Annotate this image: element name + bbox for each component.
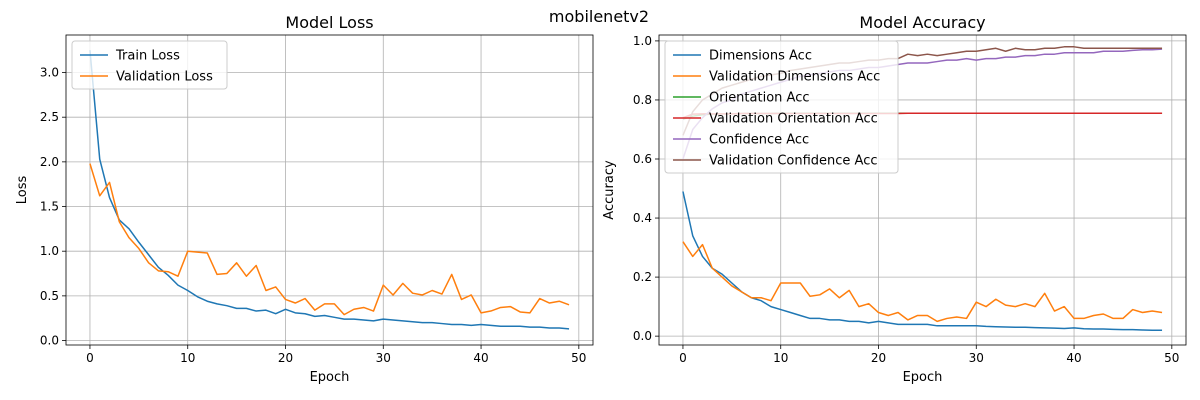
loss-chart: 0 10 20 30 40 50 0.0 0.5 1.0 1.5 2.0 2.5 3.0 Model Lo… bbox=[15, 13, 594, 385]
x-tick-label: 40 bbox=[473, 351, 488, 365]
y-tick-label: 0.8 bbox=[633, 93, 652, 107]
legend-label: Validation Orientation Acc bbox=[709, 112, 878, 127]
legend-box bbox=[664, 40, 899, 174]
y-tick-label: 2.5 bbox=[40, 110, 59, 124]
y-tick-label: 0.6 bbox=[633, 152, 652, 166]
figure-suptitle: mobilenetv2 bbox=[549, 7, 649, 26]
x-tick-label: 50 bbox=[1164, 351, 1179, 365]
x-tick-label: 10 bbox=[773, 351, 788, 365]
x-tick-label: 40 bbox=[1066, 351, 1081, 365]
legend-label: Validation Loss bbox=[116, 70, 213, 85]
y-axis-label: Accuracy bbox=[602, 160, 617, 220]
legend-label: Train Loss bbox=[115, 49, 180, 64]
y-tick-label: 3.0 bbox=[40, 66, 59, 80]
x-tick-label: 30 bbox=[376, 351, 391, 365]
y-tick-label: 0.2 bbox=[633, 270, 652, 284]
x-tick-label: 50 bbox=[571, 351, 586, 365]
series-line-validation-dimensions-acc bbox=[682, 241, 1163, 323]
y-tick-label: 0.0 bbox=[633, 329, 652, 343]
chart-title: Model Loss bbox=[285, 13, 373, 32]
x-tick-label: 0 bbox=[86, 351, 94, 365]
y-axis-label: Loss bbox=[15, 176, 30, 205]
x-axis-label: Epoch bbox=[903, 370, 943, 385]
x-axis-label: Epoch bbox=[310, 370, 350, 385]
series-line-validation-loss bbox=[89, 163, 570, 316]
x-tick-label: 10 bbox=[180, 351, 195, 365]
y-tick-label: 1.5 bbox=[40, 200, 59, 214]
series-line-dimensions-acc bbox=[682, 191, 1163, 331]
x-tick-label: 20 bbox=[871, 351, 886, 365]
x-tick-label: 0 bbox=[679, 351, 687, 365]
legend-label: Validation Confidence Acc bbox=[709, 154, 878, 169]
x-tick-label: 30 bbox=[969, 351, 984, 365]
plot-frame bbox=[658, 34, 1187, 346]
accuracy-chart: 0 10 20 30 40 50 0.0 0.2 0.4 0.6 0.8 1.0 Model Accur… bbox=[602, 13, 1187, 385]
y-tick-label: 0.4 bbox=[633, 211, 652, 225]
legend-label: Validation Dimensions Acc bbox=[709, 70, 880, 85]
legend-label: Orientation Acc bbox=[709, 91, 809, 106]
series-line-train-loss bbox=[89, 50, 570, 330]
x-tick-label: 20 bbox=[278, 351, 293, 365]
legend-box bbox=[71, 40, 228, 90]
chart-title: Model Accuracy bbox=[859, 13, 985, 32]
legend-label: Dimensions Acc bbox=[709, 49, 812, 64]
y-tick-label: 2.0 bbox=[40, 155, 59, 169]
y-tick-label: 1.0 bbox=[40, 244, 59, 258]
y-tick-label: 1.0 bbox=[633, 34, 652, 48]
y-tick-label: 0.5 bbox=[40, 289, 59, 303]
plot-frame bbox=[65, 34, 594, 346]
legend-label: Confidence Acc bbox=[709, 133, 809, 148]
y-tick-label: 0.0 bbox=[40, 334, 59, 348]
